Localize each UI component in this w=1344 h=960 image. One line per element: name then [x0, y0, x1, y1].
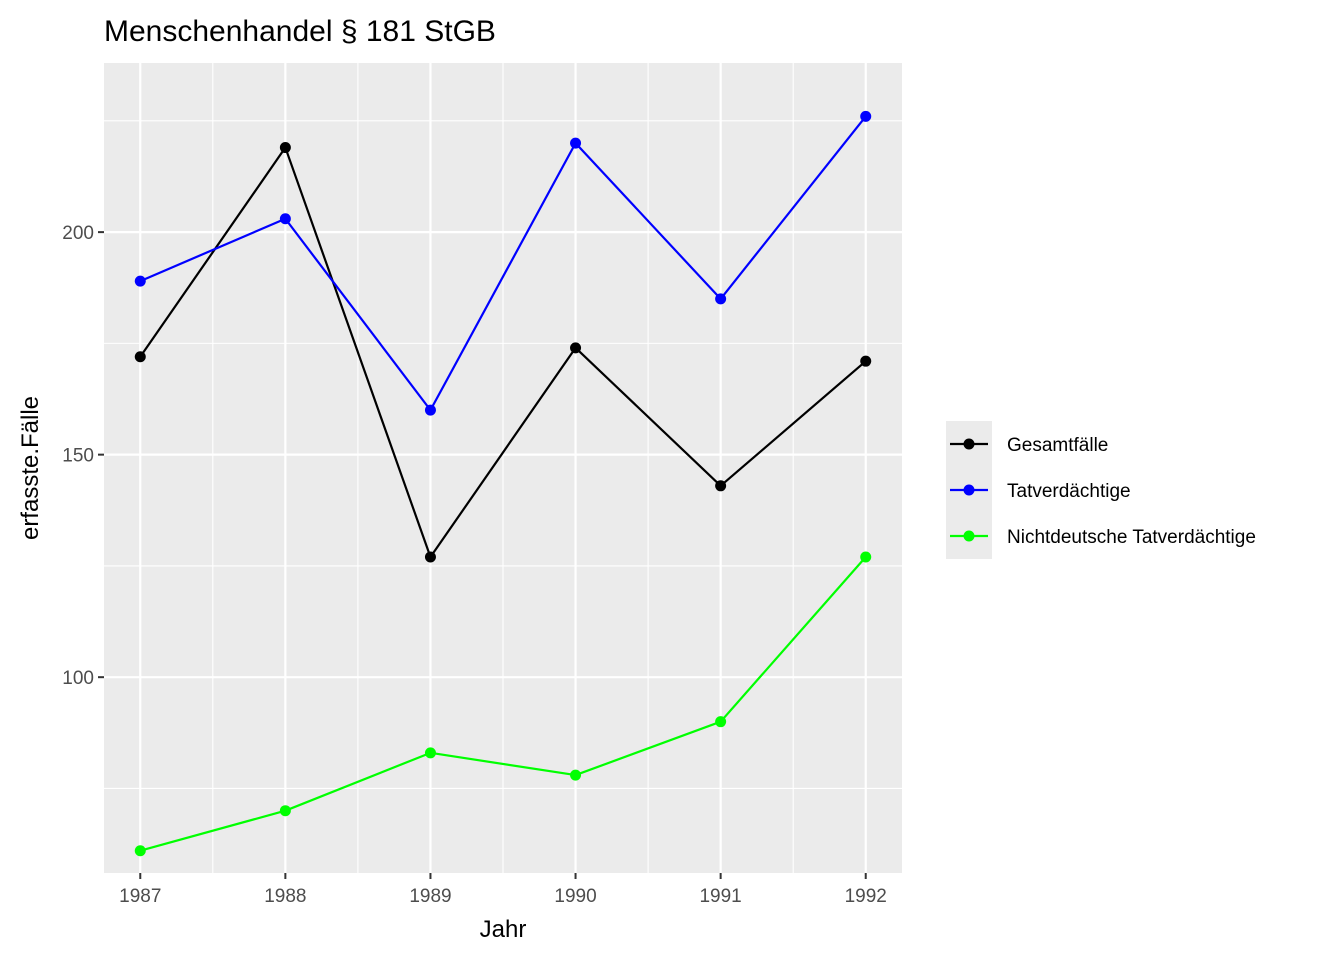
legend-label: Gesamtfälle	[1007, 435, 1108, 456]
y-tick-label: 200	[62, 223, 94, 244]
legend-key-point	[963, 438, 975, 450]
data-point	[279, 805, 291, 817]
data-point	[570, 137, 582, 149]
x-tick-label: 1989	[409, 886, 451, 907]
data-point	[279, 213, 291, 225]
series-line	[139, 115, 867, 412]
axis-ticks	[98, 231, 867, 879]
chart-title: Menschenhandel § 181 StGB	[104, 15, 496, 48]
data-point	[424, 747, 436, 759]
series-layer	[134, 110, 872, 857]
data-point	[424, 551, 436, 563]
x-tick-label: 1991	[699, 886, 741, 907]
data-point	[279, 142, 291, 154]
data-point	[715, 293, 727, 305]
y-axis-title: erfasste.Fälle	[17, 396, 44, 540]
legend-label: Nichtdeutsche Tatverdächtige	[1007, 527, 1256, 548]
data-point	[134, 845, 146, 857]
data-point	[860, 551, 872, 563]
data-point	[715, 716, 727, 728]
tick-labels: 1987 1988 1989 1990 1991 1992 100 150 200	[62, 223, 887, 907]
data-point	[134, 351, 146, 363]
x-tick-label: 1992	[845, 886, 887, 907]
data-point	[424, 404, 436, 416]
minor-gridlines	[104, 63, 902, 873]
y-tick-label: 150	[62, 446, 94, 467]
data-point	[134, 275, 146, 287]
legend-key-point	[963, 530, 975, 542]
data-point	[570, 342, 582, 354]
series-line	[139, 556, 867, 852]
y-tick-label: 100	[62, 668, 94, 689]
legend-label: Tatverdächtige	[1007, 481, 1131, 502]
x-tick-label: 1987	[119, 886, 161, 907]
legend-key-point	[963, 484, 975, 496]
legend: Gesamtfälle Tatverdächtige Nichtdeutsche T…	[946, 421, 1256, 559]
series-line	[139, 146, 867, 559]
data-point	[715, 480, 727, 492]
data-point	[570, 769, 582, 781]
x-tick-label: 1990	[554, 886, 596, 907]
major-gridlines	[104, 63, 902, 873]
x-tick-label: 1988	[264, 886, 306, 907]
data-point	[860, 355, 872, 367]
x-axis-title: Jahr	[480, 916, 527, 943]
data-point	[860, 110, 872, 122]
